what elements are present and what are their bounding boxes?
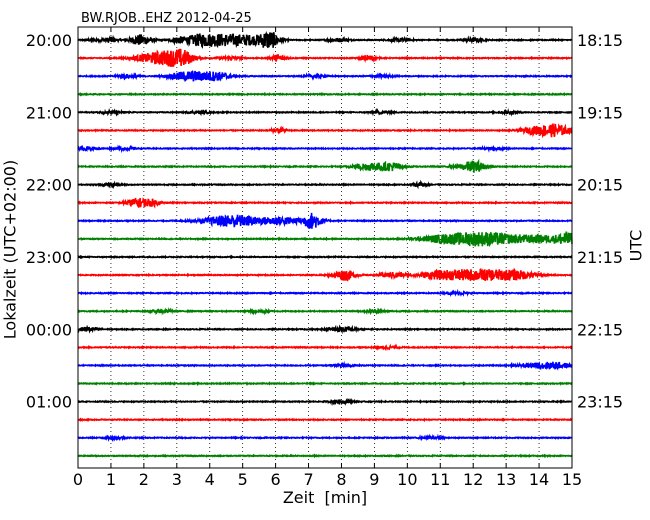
chart-title: BW.RJOB..EHZ 2012-04-25 xyxy=(81,11,252,26)
seismic-trace-row-17 xyxy=(77,343,573,352)
y-axis-label-left: Lokalzeit (UTC+02:00) xyxy=(0,159,20,340)
x-tick-label: 9 xyxy=(369,470,379,489)
y-tick-label-right: 21:15 xyxy=(577,248,623,267)
y-tick-label-left: 01:00 xyxy=(26,393,72,412)
y-axis-label-right: UTC xyxy=(626,229,646,262)
seismic-trace-row-9 xyxy=(77,197,573,209)
y-tick-label-right: 19:15 xyxy=(577,103,623,122)
y-tick-label-right: 23:15 xyxy=(577,393,623,412)
seismic-trace-row-13 xyxy=(77,267,573,282)
y-tick-label-right: 20:15 xyxy=(577,176,623,195)
x-tick-label: 14 xyxy=(529,470,549,489)
seismic-trace-row-21 xyxy=(77,417,573,423)
grid-lines xyxy=(110,27,540,468)
x-tick-label: 15 xyxy=(562,470,582,489)
seismic-trace-row-10 xyxy=(77,212,573,230)
x-tick-label: 10 xyxy=(397,470,417,489)
x-tick-label: 11 xyxy=(430,470,450,489)
seismic-trace-row-18 xyxy=(77,360,573,371)
x-tick-label: 5 xyxy=(238,470,248,489)
y-tick-label-left: 21:00 xyxy=(26,103,72,122)
seismic-traces xyxy=(77,30,573,459)
x-tick-label: 0 xyxy=(73,470,83,489)
seismic-trace-row-0 xyxy=(77,30,573,49)
y-tick-label-right: 22:15 xyxy=(577,320,623,339)
seismic-trace-row-1 xyxy=(77,48,573,67)
y-tick-label-left: 23:00 xyxy=(26,248,72,267)
seismic-trace-row-2 xyxy=(77,69,573,83)
seismic-trace-row-23 xyxy=(77,453,573,459)
seismic-trace-row-8 xyxy=(77,179,573,190)
x-axis-label: Zeit [min] xyxy=(282,488,368,507)
y-tick-label-right: 18:15 xyxy=(577,31,623,50)
seismic-trace-row-14 xyxy=(77,288,573,298)
x-tick-label: 2 xyxy=(139,470,149,489)
seismic-trace-row-20 xyxy=(77,397,573,406)
x-tick-label: 6 xyxy=(271,470,281,489)
plot-frame xyxy=(77,26,573,469)
seismic-trace-row-7 xyxy=(77,158,573,173)
seismic-trace-row-11 xyxy=(77,231,573,248)
x-tick-label: 8 xyxy=(336,470,346,489)
seismic-trace-row-4 xyxy=(77,107,573,117)
seismic-trace-row-5 xyxy=(77,123,573,139)
seismic-trace-row-16 xyxy=(77,324,573,335)
seismic-trace-row-19 xyxy=(77,381,573,387)
tick-labels: 0 1 2 3 4 5 6 7 8 9 10 11 12 13 14 1520:0021:0022:0023:… xyxy=(26,31,623,489)
x-tick-label: 13 xyxy=(496,470,516,489)
x-tick-label: 3 xyxy=(172,470,182,489)
x-tick-label: 7 xyxy=(303,470,313,489)
seismic-trace-row-6 xyxy=(77,144,573,154)
y-tick-label-left: 22:00 xyxy=(26,176,72,195)
y-tick-label-left: 00:00 xyxy=(26,320,72,339)
x-tick-label: 4 xyxy=(205,470,215,489)
x-tick-label: 12 xyxy=(463,470,483,489)
seismic-trace-row-15 xyxy=(77,306,573,316)
x-tick-label: 1 xyxy=(106,470,116,489)
seismic-trace-row-3 xyxy=(77,91,573,97)
seismic-trace-row-12 xyxy=(77,254,573,260)
seismic-trace-row-22 xyxy=(77,433,573,443)
y-tick-label-left: 20:00 xyxy=(26,31,72,50)
axis-ticks xyxy=(77,27,573,468)
